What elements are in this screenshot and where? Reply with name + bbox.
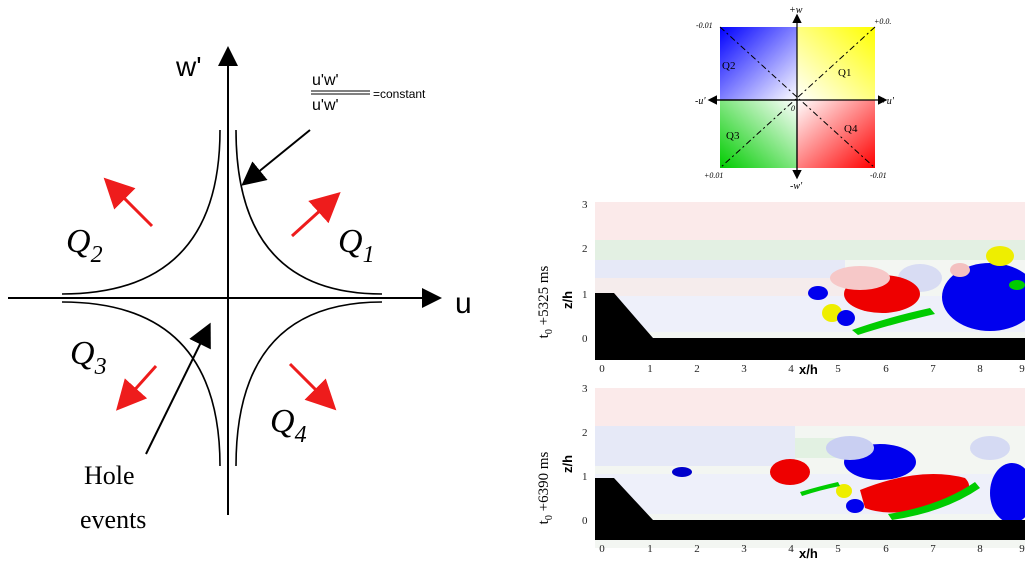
svg-text:1: 1 — [647, 543, 653, 555]
plot-2-terrain — [595, 478, 1025, 540]
q2-label: Q2 — [66, 223, 103, 268]
plot-2-blue-right — [990, 463, 1025, 523]
legend-q4-swatch — [797, 100, 875, 168]
svg-text:6: 6 — [883, 363, 889, 375]
flow-plot-2: t0 +6390 ms z/h 3 2 1 0 0 1 2 3 4 5 6 7 … — [536, 383, 1025, 561]
svg-text:0: 0 — [582, 515, 588, 527]
plot-1-y-ticks: 3 2 1 0 — [582, 199, 588, 345]
legend-corner-tr: +0.0. — [874, 17, 891, 26]
legend-q3-label: Q3 — [726, 130, 740, 142]
ratio-suffix: =constant — [373, 87, 426, 101]
svg-text:1: 1 — [582, 471, 588, 483]
plot-1-yellow-small — [822, 304, 842, 322]
ratio-numerator: u'w' — [312, 72, 339, 89]
legend-corner-bl: +0.01 — [704, 171, 723, 180]
svg-text:9: 9 — [1019, 543, 1025, 555]
plot-2-xlabel: x/h — [799, 546, 818, 561]
svg-text:3: 3 — [582, 199, 588, 211]
svg-text:0: 0 — [582, 333, 588, 345]
legend-top-label: +w — [789, 5, 803, 16]
svg-text:2: 2 — [582, 427, 588, 439]
svg-text:6: 6 — [883, 543, 889, 555]
plot-1-xlabel: x/h — [799, 362, 818, 375]
plot-2-blue-dot — [672, 467, 692, 477]
legend-left-label: -u' — [695, 96, 706, 107]
hole-label-line1: Hole — [84, 461, 135, 490]
curve-q4 — [235, 301, 383, 467]
q3-direction-arrow — [115, 364, 158, 411]
ratio-pointer — [241, 129, 311, 186]
plot-1-green-shear — [852, 308, 935, 335]
plot-2-y-ticks: 3 2 1 0 — [582, 383, 588, 527]
plot-1-terrain — [595, 293, 1025, 360]
plot-1-x-ticks: 0 1 2 3 4 5 6 7 8 9 — [599, 363, 1025, 375]
plot-2-yellow-small — [836, 484, 852, 498]
svg-text:3: 3 — [741, 363, 747, 375]
svg-text:5: 5 — [835, 363, 841, 375]
svg-text:9: 9 — [1019, 363, 1025, 375]
svg-text:1: 1 — [582, 289, 588, 301]
plot-1-blue-small — [808, 286, 828, 300]
svg-text:2: 2 — [582, 243, 588, 255]
svg-text:7: 7 — [930, 543, 936, 555]
svg-text:8: 8 — [977, 363, 983, 375]
plot-1-blue-large — [942, 263, 1025, 331]
u-axis-label: u' — [455, 287, 470, 320]
w-axis-label: w' — [175, 51, 202, 82]
legend-q1-label: Q1 — [838, 67, 851, 79]
plot-2-x-ticks: 0 1 2 3 4 5 6 7 8 9 — [599, 543, 1025, 555]
q2-direction-arrow — [103, 177, 154, 228]
q1-direction-arrow — [290, 191, 341, 238]
svg-text:4: 4 — [788, 363, 794, 375]
legend-origin-label: 0 — [791, 104, 795, 113]
plot-2-red-left — [770, 459, 810, 485]
svg-text:3: 3 — [582, 383, 588, 395]
svg-text:3: 3 — [741, 543, 747, 555]
plot-2-ylabel: z/h — [560, 455, 575, 473]
svg-text:4: 4 — [788, 543, 794, 555]
plot-2-green-shear — [888, 482, 980, 520]
q4-label: Q4 — [270, 403, 307, 448]
quadrant-color-legend: +w -w' -u' +u' 0 -0.01 +0.0. +0.01 -0.01… — [695, 5, 895, 190]
q3-label: Q3 — [70, 335, 107, 380]
quadrant-diagram: w' u' u'w' u'w' =constant Q1 Q2 Q3 Q4 Ho… — [8, 46, 470, 534]
plot-1-time-label: t0 +5325 ms — [536, 266, 555, 339]
plot-1-ylabel: z/h — [560, 291, 575, 309]
plot-1-yellow-top — [986, 246, 1014, 266]
ratio-denominator: u'w' — [312, 97, 339, 114]
svg-text:8: 8 — [977, 543, 983, 555]
svg-text:0: 0 — [599, 363, 605, 375]
q1-label: Q1 — [338, 223, 375, 268]
svg-text:1: 1 — [647, 363, 653, 375]
curve-q3 — [61, 301, 221, 467]
svg-text:2: 2 — [694, 363, 700, 375]
curve-q1 — [235, 129, 383, 295]
svg-text:5: 5 — [835, 543, 841, 555]
legend-corner-br: -0.01 — [870, 171, 887, 180]
svg-text:7: 7 — [930, 363, 936, 375]
svg-text:2: 2 — [694, 543, 700, 555]
svg-text:0: 0 — [599, 543, 605, 555]
legend-bottom-label: -w' — [790, 181, 803, 190]
legend-right-label: +u' — [880, 96, 895, 107]
hole-pointer — [145, 322, 211, 455]
hole-label-line2: events — [80, 505, 146, 534]
legend-q2-label: Q2 — [722, 60, 735, 72]
legend-q4-label: Q4 — [844, 123, 858, 135]
plot-2-time-label: t0 +6390 ms — [536, 452, 555, 525]
flow-plot-1: t0 +5325 ms z/h 3 2 1 0 0 1 2 3 4 5 6 7 … — [536, 199, 1025, 375]
legend-corner-tl: -0.01 — [696, 21, 713, 30]
q4-direction-arrow — [288, 362, 337, 411]
curve-q2 — [61, 129, 221, 295]
